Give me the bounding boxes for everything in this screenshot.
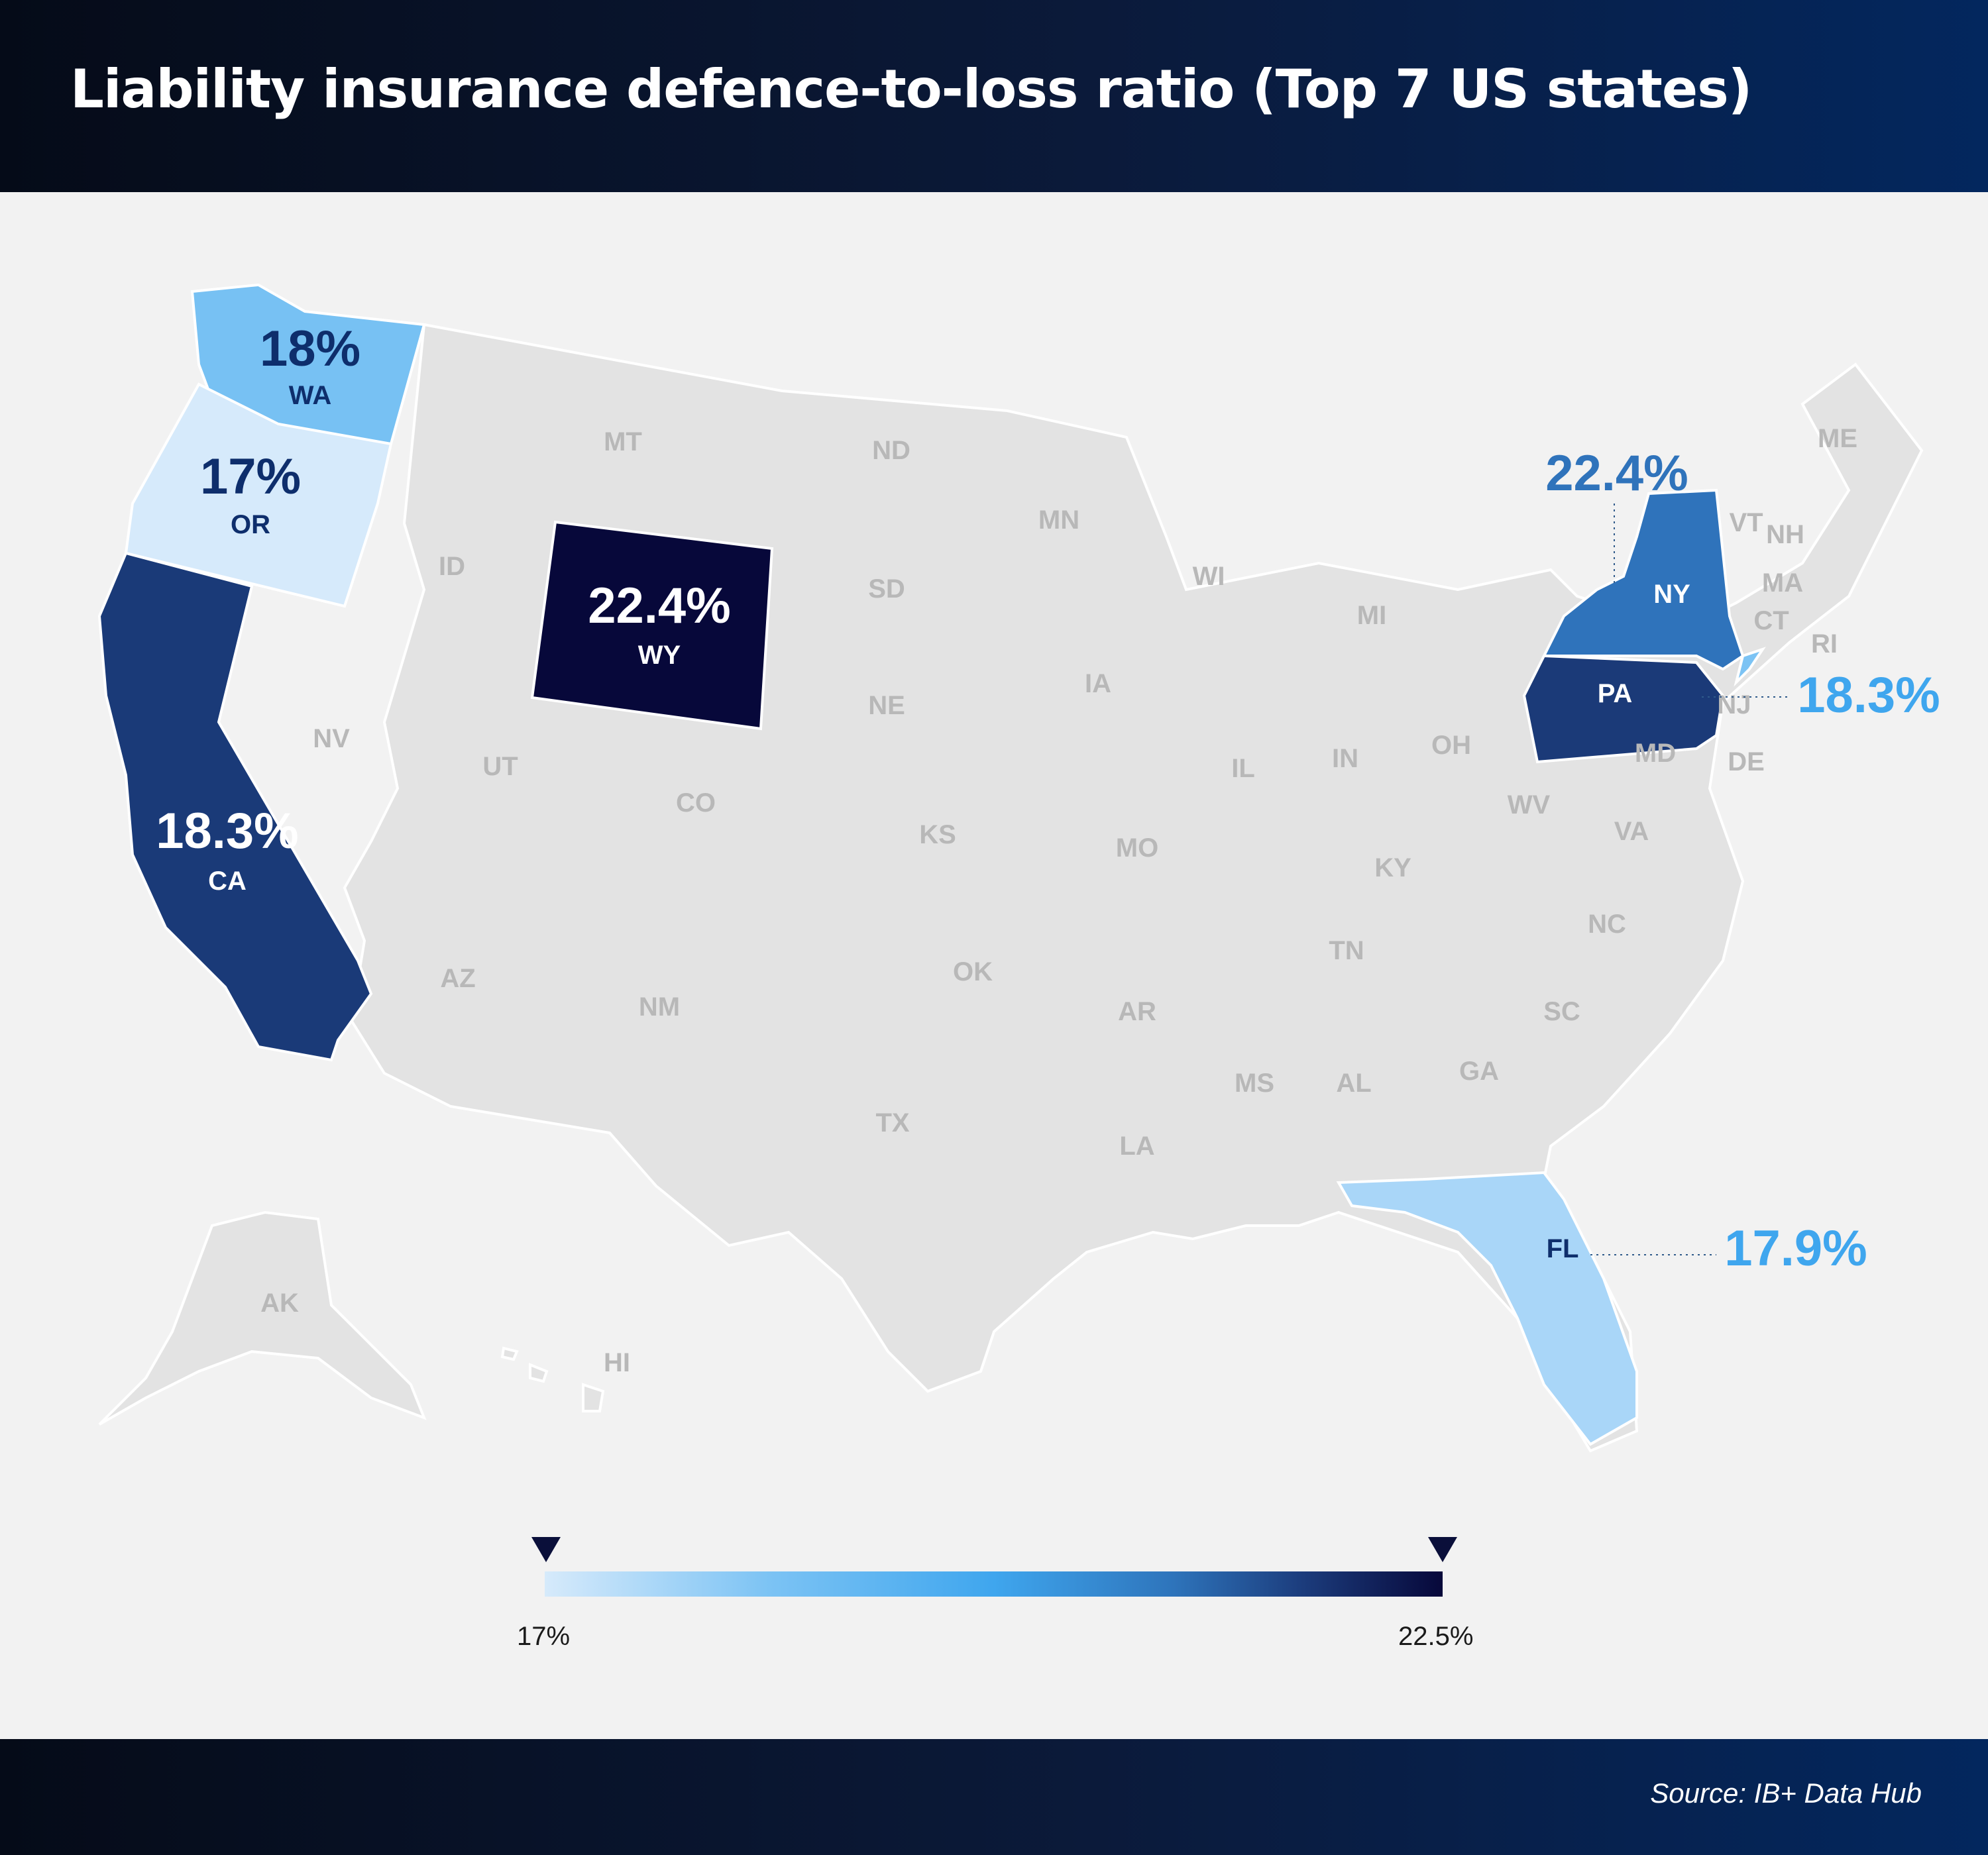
label-sc: SC: [1543, 997, 1580, 1026]
footer-bar: Source: IB+ Data Hub: [0, 1739, 1988, 1855]
label-va: VA: [1614, 817, 1649, 846]
label-ct: CT: [1753, 606, 1789, 635]
ca-value-label: 18.3%: [156, 803, 299, 859]
label-ma: MA: [1762, 568, 1803, 598]
or-value-label: 17%: [200, 449, 301, 505]
fl-abbr-label: FL: [1547, 1234, 1579, 1263]
state-or-shape: [124, 382, 393, 608]
label-mt: MT: [604, 427, 642, 456]
header-bar: Liability insurance defence-to-loss rati…: [0, 0, 1988, 192]
chart-title: Liability insurance defence-to-loss rati…: [70, 58, 1752, 120]
label-ri: RI: [1811, 629, 1838, 659]
label-il: IL: [1231, 754, 1255, 783]
state-pa-shape: [1522, 654, 1725, 764]
state-wy-shape: [530, 520, 774, 731]
label-co: CO: [676, 788, 716, 818]
legend-max-label: 22.5%: [1398, 1622, 1474, 1651]
legend-max-marker: [1428, 1537, 1457, 1562]
alaska-shape: [98, 1210, 427, 1426]
other-state-labels: MT ND MN ME ID SD WI MI VT NH MA CT RI N…: [260, 424, 1857, 1377]
label-nj: NJ: [1717, 690, 1751, 719]
label-ut: UT: [482, 752, 518, 781]
state-nj-small-shape: [1734, 647, 1766, 687]
legend-min-label: 17%: [517, 1622, 571, 1651]
us-choropleth-map: MT ND MN ME ID SD WI MI VT NH MA CT RI N…: [97, 283, 1940, 1453]
label-md: MD: [1635, 739, 1676, 768]
wa-abbr-label: WA: [289, 381, 331, 410]
label-ne: NE: [868, 691, 905, 720]
state-ca-shape: [97, 551, 373, 1062]
label-nc: NC: [1588, 910, 1626, 939]
hawaii-shape: [500, 1346, 605, 1412]
leader-lines: [1590, 504, 1789, 1255]
label-wi: WI: [1193, 562, 1225, 591]
label-nm: NM: [639, 992, 680, 1022]
label-sd: SD: [868, 574, 905, 604]
label-al: AL: [1336, 1069, 1371, 1098]
label-ar: AR: [1118, 997, 1156, 1026]
label-vt: VT: [1729, 508, 1763, 537]
legend-min-marker: [531, 1537, 561, 1562]
label-ky: KY: [1374, 853, 1411, 882]
label-la: LA: [1119, 1132, 1154, 1161]
label-me: ME: [1818, 424, 1857, 453]
label-tx: TX: [875, 1108, 909, 1138]
or-abbr-label: OR: [231, 510, 270, 539]
label-in: IN: [1332, 744, 1358, 773]
highlighted-states-layer: [97, 283, 1766, 1446]
label-id: ID: [439, 552, 465, 581]
highlight-labels: 18% WA 17% OR 18.3% CA 22.4% WY 22.4% NY…: [156, 321, 1940, 1277]
wy-value-label: 22.4%: [588, 578, 731, 634]
label-ks: KS: [919, 820, 956, 849]
ca-abbr-label: CA: [208, 867, 247, 896]
label-hi: HI: [604, 1348, 630, 1377]
label-az: AZ: [440, 964, 475, 993]
label-de: DE: [1728, 747, 1765, 776]
pa-abbr-label: PA: [1598, 679, 1633, 708]
wa-value-label: 18%: [260, 321, 360, 377]
label-ms: MS: [1235, 1069, 1274, 1098]
label-mn: MN: [1038, 505, 1079, 535]
pa-value-label: 18.3%: [1797, 667, 1940, 723]
state-fl-shape: [1336, 1171, 1638, 1446]
label-nv: NV: [313, 724, 350, 753]
label-mi: MI: [1357, 601, 1386, 630]
label-ak: AK: [260, 1289, 299, 1318]
label-mo: MO: [1116, 833, 1158, 863]
label-ga: GA: [1459, 1057, 1499, 1086]
ny-abbr-label: NY: [1653, 580, 1690, 609]
ny-value-label: 22.4%: [1545, 445, 1688, 502]
label-oh: OH: [1431, 731, 1471, 760]
label-nh: NH: [1766, 520, 1804, 549]
wy-abbr-label: WY: [638, 641, 681, 670]
label-ia: IA: [1085, 669, 1111, 698]
label-nd: ND: [872, 436, 911, 465]
legend-gradient-bar: [545, 1571, 1443, 1597]
label-wv: WV: [1508, 790, 1551, 820]
map-area: MT ND MN ME ID SD WI MI VT NH MA CT RI N…: [0, 192, 1988, 1739]
state-ny-shape: [1541, 488, 1745, 671]
fl-value-label: 17.9%: [1724, 1220, 1867, 1277]
label-ok: OK: [953, 957, 993, 986]
label-tn: TN: [1329, 936, 1364, 965]
source-note: Source: IB+ Data Hub: [1650, 1777, 1922, 1809]
